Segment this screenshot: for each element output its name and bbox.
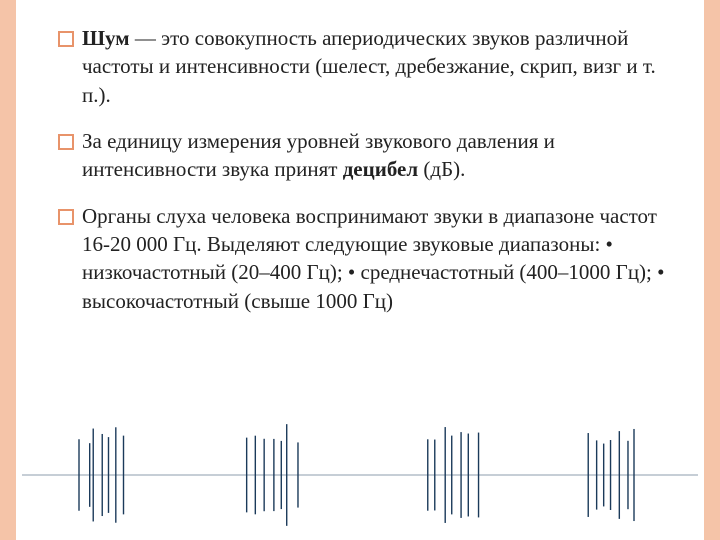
para-2-before: За единицу измерения уровней звукового д… (82, 129, 555, 181)
frame-left (0, 0, 16, 540)
bullet-icon (56, 29, 76, 49)
paragraph-1: Шум — это совокупность апериодических зв… (56, 24, 676, 109)
bold-term-2: децибел (343, 157, 418, 181)
bullet-icon (56, 207, 76, 227)
paragraph-3: Органы слуха человека воспринимают звуки… (56, 202, 676, 315)
para-1-rest: — это совокупность апериодических звуков… (82, 26, 656, 107)
paragraph-2-text: За единицу измерения уровней звукового д… (82, 127, 676, 184)
paragraph-2: За единицу измерения уровней звукового д… (56, 127, 676, 184)
bullet-icon (56, 132, 76, 152)
slide-content: Шум — это совокупность апериодических зв… (56, 24, 676, 333)
bold-term-1: Шум (82, 26, 130, 50)
waveform-image (22, 420, 698, 530)
para-2-after: (дБ). (418, 157, 465, 181)
paragraph-3-text: Органы слуха человека воспринимают звуки… (82, 202, 676, 315)
paragraph-1-text: Шум — это совокупность апериодических зв… (82, 24, 676, 109)
frame-right (704, 0, 720, 540)
